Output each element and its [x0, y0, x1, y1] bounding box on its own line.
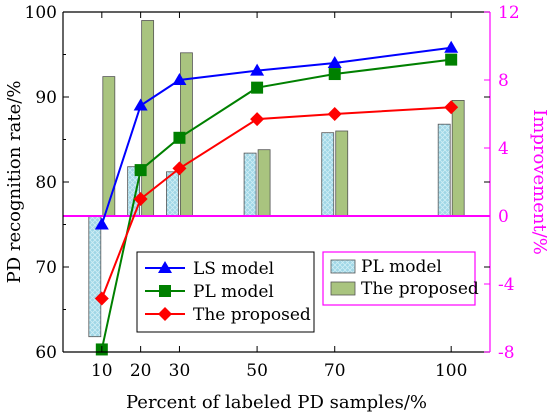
bar-proposed	[141, 20, 155, 217]
y-tick-label: 60	[35, 343, 57, 363]
point-pl-model	[251, 81, 264, 94]
bar-proposed	[335, 130, 349, 217]
point-ls-model	[327, 56, 342, 68]
bar-pl-model	[88, 215, 102, 338]
y2-tick-label: -8	[498, 343, 515, 363]
point-ls-model	[94, 217, 109, 230]
point-the-proposed	[444, 100, 459, 115]
x-tick-label: 100	[435, 361, 467, 381]
legend-bar-swatch	[330, 281, 356, 296]
bar-pl-model	[321, 132, 335, 217]
y-tick-label: 100	[25, 3, 57, 23]
point-ls-model	[444, 40, 459, 53]
x-tick-label: 50	[246, 361, 268, 381]
legend-entry-label: PL model	[193, 282, 274, 302]
x-tick-label: 70	[324, 361, 346, 381]
axes-group: 60 70 80 90 100 -8 -4 0 4 8 12 10 20 30 50 70 100 Percent…	[4, 3, 550, 413]
line-pl-model	[100, 58, 452, 350]
line-ls-model	[100, 46, 452, 225]
point-the-proposed	[94, 291, 109, 306]
x-tick-label: 10	[91, 361, 113, 381]
line-the-proposed	[100, 106, 452, 299]
legend-bar-swatch	[330, 259, 356, 274]
bar-proposed	[102, 76, 116, 217]
point-the-proposed	[327, 107, 342, 121]
point-the-proposed	[172, 161, 187, 176]
legend-entry-label: The proposed	[361, 279, 479, 299]
bar-pl-model	[243, 152, 257, 217]
point-pl-model	[173, 131, 186, 144]
bar-proposed	[451, 100, 465, 217]
legend-entry-label: The proposed	[193, 305, 311, 325]
legend-marker	[159, 285, 171, 297]
y-axis-title: PD recognition rate/%	[4, 81, 25, 284]
line-series-group	[94, 40, 459, 356]
point-pl-model	[445, 53, 458, 66]
y-tick-label: 80	[35, 173, 57, 193]
bar-pl-model	[437, 123, 451, 217]
y-tick-label: 70	[35, 258, 57, 278]
y-tick-label: 90	[35, 88, 57, 108]
y2-axis-title: Improvement/%	[529, 109, 550, 255]
legend-marker	[158, 261, 172, 273]
point-the-proposed	[250, 112, 265, 127]
y2-tick-label: 12	[498, 3, 520, 23]
point-pl-model	[328, 68, 341, 81]
point-ls-model	[133, 98, 148, 111]
legend-entry-label: PL model	[361, 257, 442, 277]
bar-proposed	[257, 149, 271, 217]
y2-tick-label: 8	[498, 71, 509, 91]
y2-tick-label: -4	[498, 275, 515, 295]
x-tick-label: 30	[169, 361, 191, 381]
x-axis-title: Percent of labeled PD samples/%	[126, 392, 427, 413]
point-ls-model	[250, 63, 265, 76]
y2-tick-label: 0	[498, 207, 509, 227]
point-pl-model	[134, 164, 147, 177]
y2-tick-label: 4	[498, 139, 509, 159]
legend-marker	[158, 307, 172, 321]
x-tick-label: 20	[130, 361, 152, 381]
point-the-proposed	[133, 192, 148, 206]
point-ls-model	[172, 73, 187, 85]
legend-entry-label: LS model	[193, 259, 274, 279]
